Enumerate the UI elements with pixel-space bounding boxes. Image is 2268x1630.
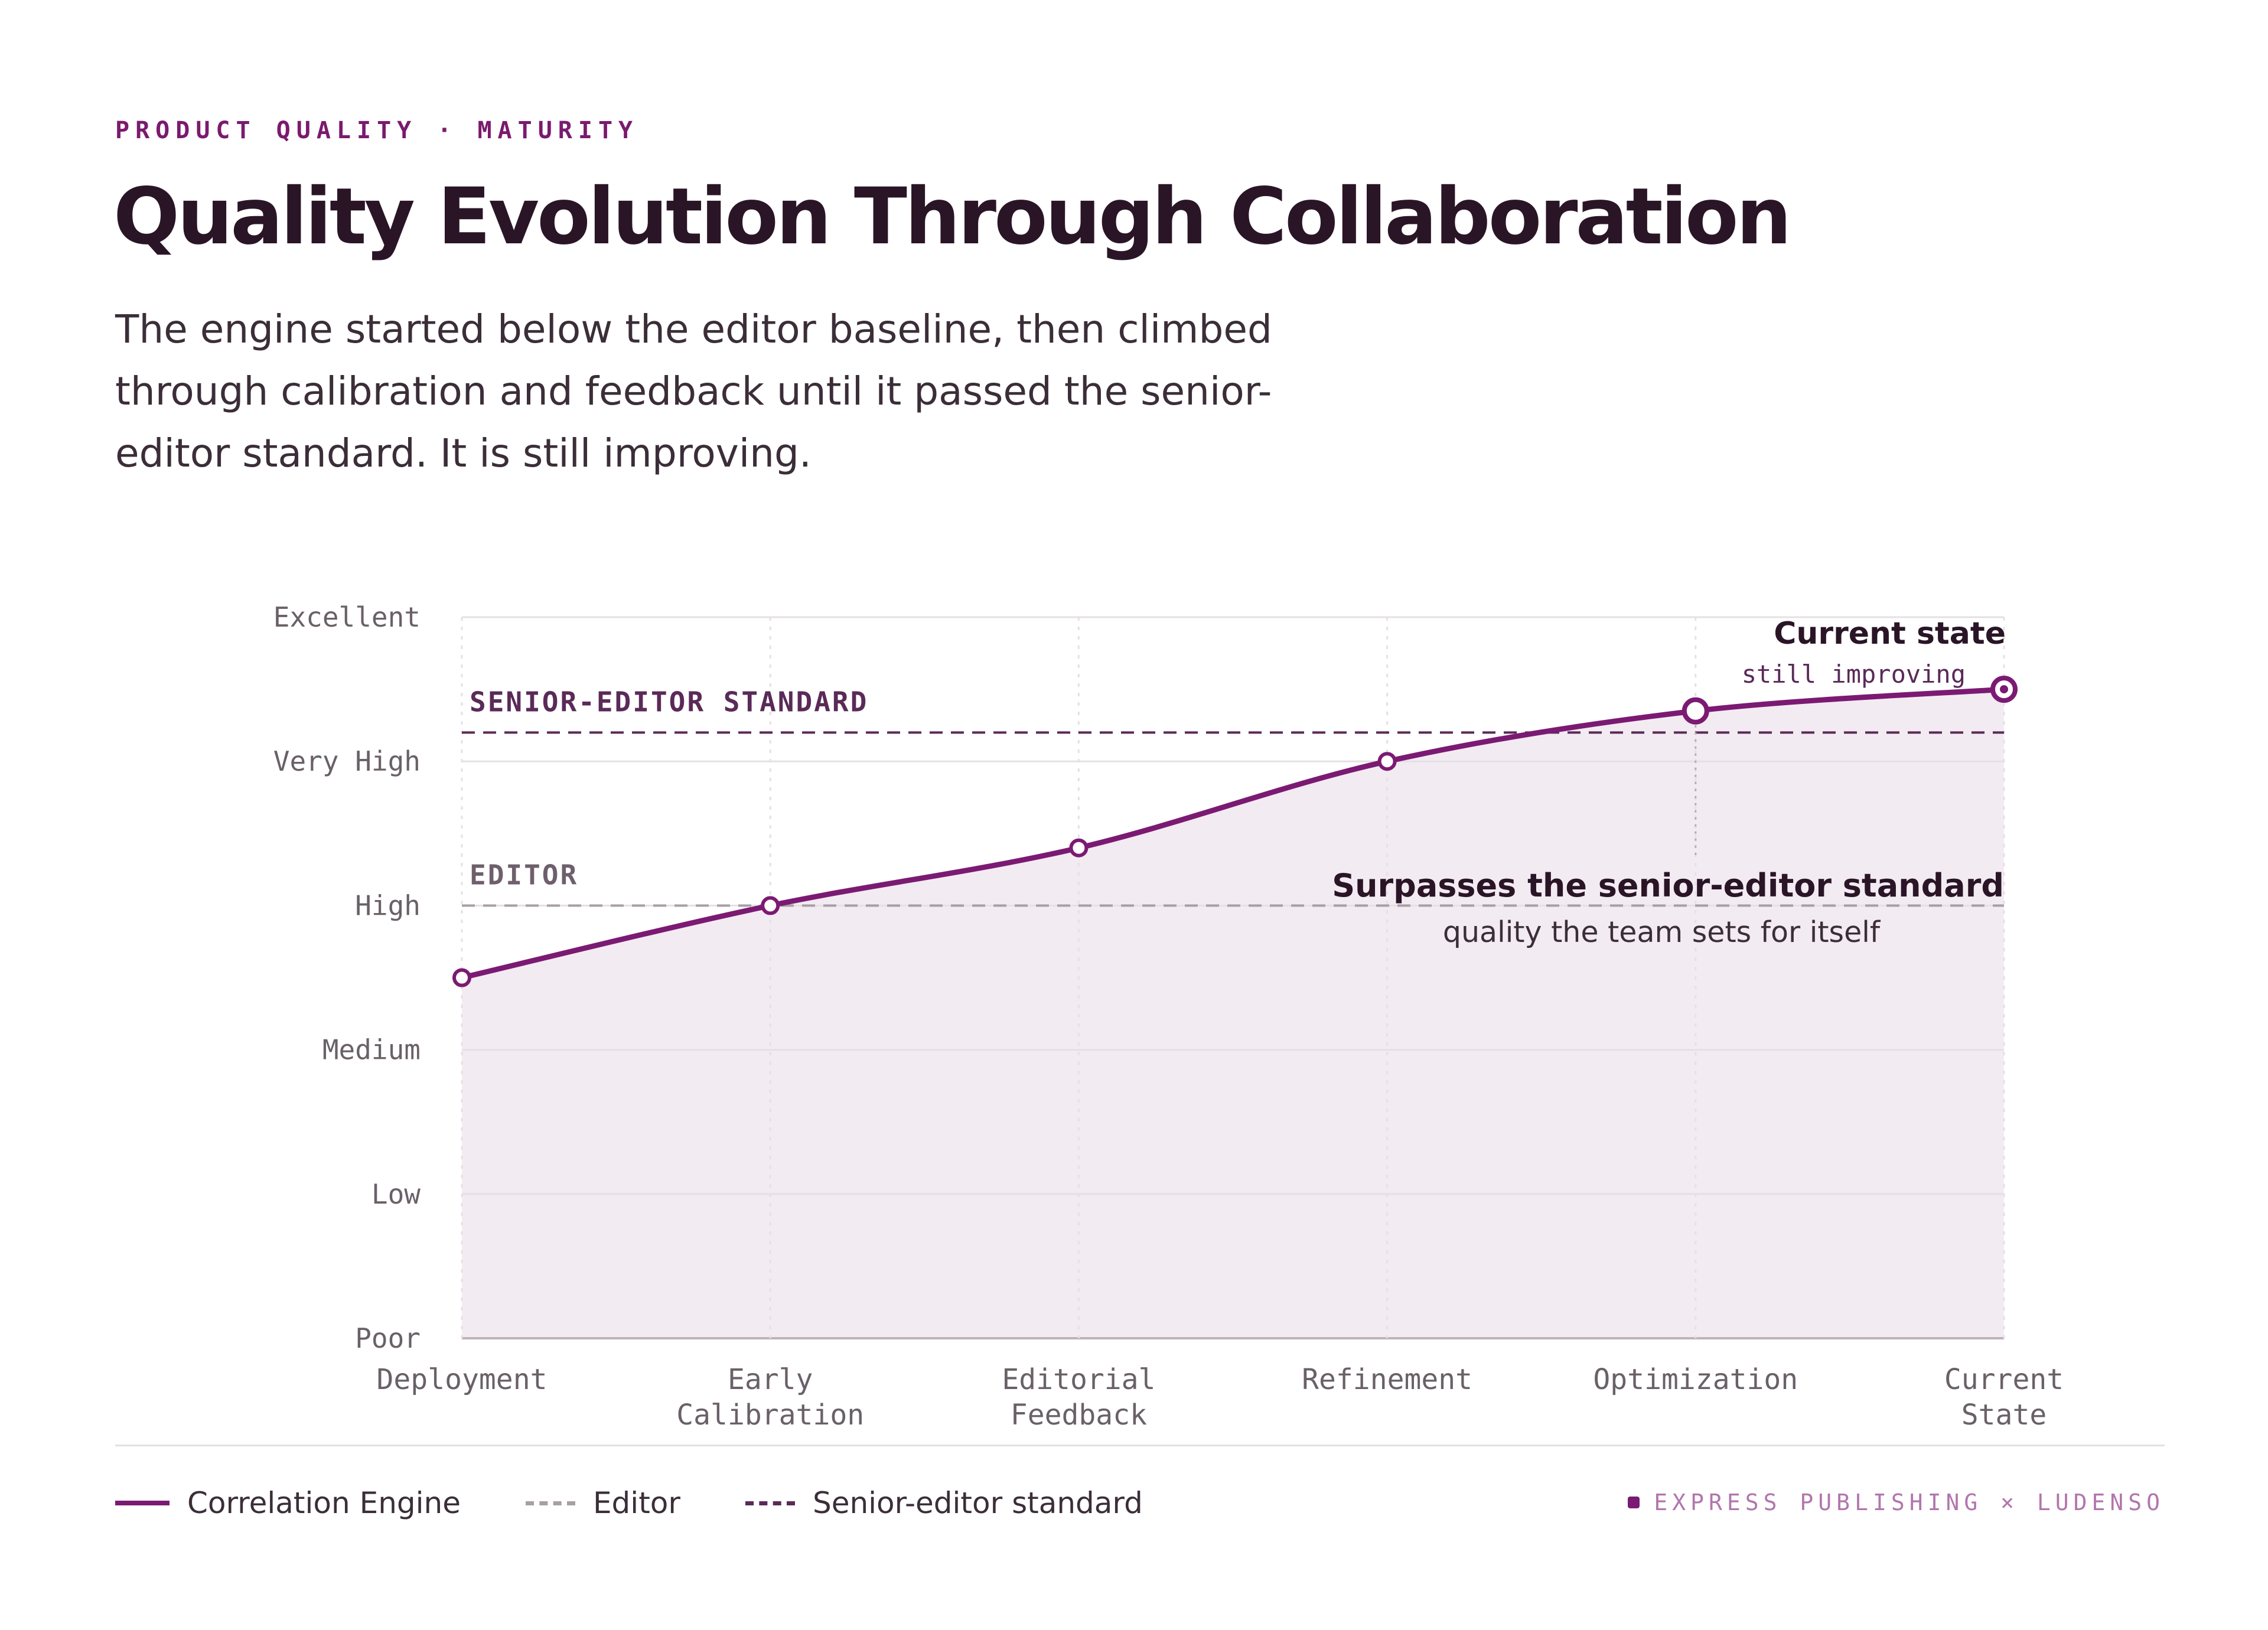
series-line-engine	[459, 686, 2007, 980]
data-point	[761, 896, 780, 915]
chart-legend: Correlation Engine Editor Senior-editor …	[115, 1482, 1208, 1524]
reference-label-editor: EDITOR	[470, 859, 578, 891]
x-tick-label: Refinement	[1302, 1363, 1472, 1396]
data-point	[452, 968, 471, 987]
y-tick-label: Very High	[273, 745, 421, 777]
page-title: Quality Evolution Through Collaboration	[113, 171, 1792, 262]
page-subtitle: The engine started below the editor base…	[115, 307, 1272, 476]
footer-divider	[115, 1445, 2165, 1446]
annotation-current-subtitle: still improving	[1742, 660, 1966, 689]
legend-swatch-editor	[525, 1501, 575, 1505]
y-tick-label: High	[355, 889, 421, 921]
annotation-surpass-title: Surpasses the senior-editor standard	[1332, 867, 2004, 904]
x-tick-label: Deployment	[377, 1363, 548, 1396]
credit: EXPRESS PUBLISHING × LUDENSO	[1628, 1489, 2165, 1515]
annotation-surpass-subtitle: quality the team sets for itself	[1443, 915, 1881, 949]
legend-label-editor: Editor	[592, 1486, 680, 1520]
credit-text: EXPRESS PUBLISHING × LUDENSO	[1654, 1489, 2165, 1515]
y-tick-label: Excellent	[273, 601, 421, 633]
y-tick-label: Low	[372, 1178, 421, 1210]
legend-item-engine: Correlation Engine	[115, 1486, 461, 1520]
data-point	[1377, 752, 1397, 771]
data-point	[1069, 838, 1089, 858]
x-tick-label: Feedback	[1011, 1398, 1147, 1432]
x-tick-label: Current	[1944, 1363, 2064, 1396]
legend-label-engine: Correlation Engine	[187, 1486, 461, 1520]
area-fill	[462, 689, 2004, 1338]
y-tick-label: Medium	[322, 1034, 421, 1066]
legend-swatch-engine	[115, 1501, 170, 1505]
data-point-current-core	[2000, 685, 2008, 694]
x-tick-label: Early	[728, 1363, 813, 1396]
legend-label-senior: Senior-editor standard	[812, 1486, 1143, 1520]
legend-item-editor: Editor	[525, 1486, 680, 1520]
legend-swatch-senior	[745, 1501, 795, 1505]
y-tick-label: Poor	[355, 1322, 421, 1354]
x-tick-label: Editorial	[1002, 1363, 1155, 1396]
annotation-current-title: Current state	[1774, 616, 2006, 651]
brand-dot-icon	[1628, 1497, 1640, 1508]
eyebrow: PRODUCT QUALITY · MATURITY	[115, 117, 639, 144]
x-tick-label: Calibration	[676, 1398, 864, 1432]
data-point	[1682, 697, 1709, 725]
x-tick-label: Optimization	[1593, 1363, 1798, 1396]
legend-item-senior: Senior-editor standard	[745, 1486, 1143, 1520]
x-tick-label: State	[1961, 1398, 2047, 1432]
reference-label-senior: SENIOR-EDITOR STANDARD	[470, 686, 868, 718]
